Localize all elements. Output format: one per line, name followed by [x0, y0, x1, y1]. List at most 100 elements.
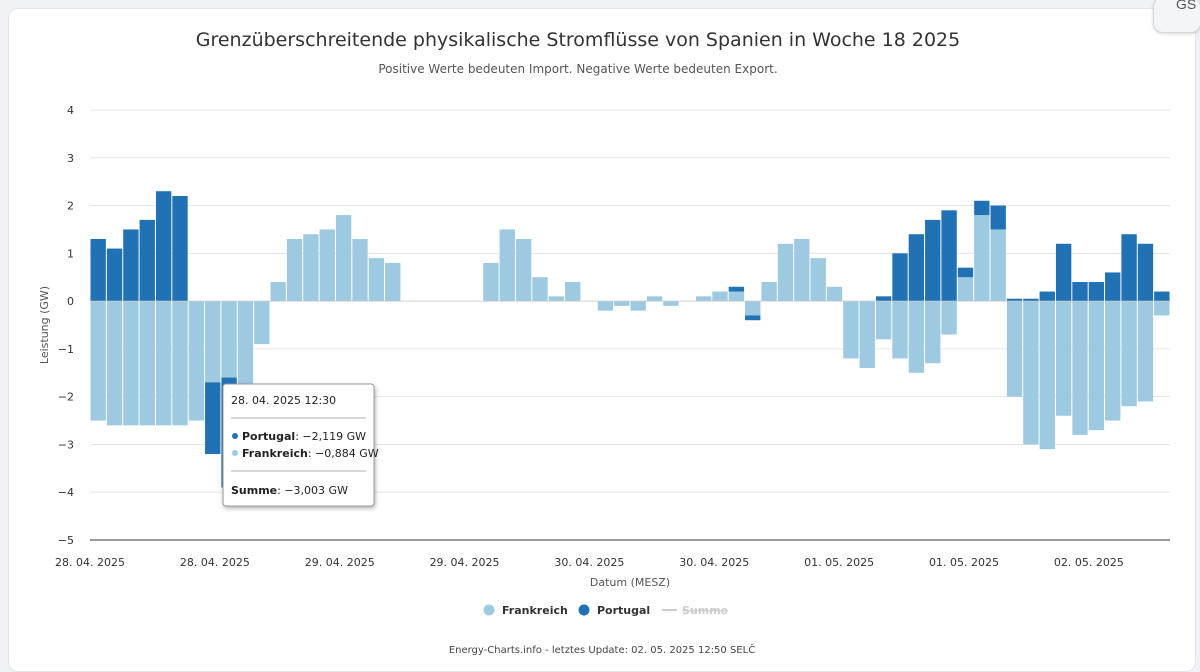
bar-frankreich[interactable]	[254, 301, 270, 345]
bar-portugal[interactable]	[745, 315, 761, 321]
bar-frankreich[interactable]	[777, 243, 794, 302]
bar-frankreich[interactable]	[1105, 301, 1121, 421]
bar-frankreich[interactable]	[90, 301, 106, 421]
bar-frankreich[interactable]	[303, 234, 319, 302]
bar-frankreich[interactable]	[106, 301, 123, 426]
bar-portugal[interactable]	[1154, 291, 1170, 302]
bar-frankreich[interactable]	[1006, 301, 1023, 397]
bar-frankreich[interactable]	[826, 286, 843, 302]
bar-frankreich[interactable]	[286, 239, 303, 302]
bar-frankreich[interactable]	[1121, 301, 1137, 407]
bar-frankreich[interactable]	[908, 301, 925, 373]
bar-frankreich[interactable]	[892, 301, 908, 359]
bar-frankreich[interactable]	[794, 239, 810, 302]
bar-frankreich[interactable]	[1137, 301, 1154, 402]
bar-frankreich[interactable]	[335, 215, 352, 302]
bar-portugal[interactable]	[1023, 298, 1039, 302]
bar-portugal[interactable]	[1105, 272, 1121, 302]
bar-frankreich[interactable]	[1088, 301, 1105, 431]
bar-portugal[interactable]	[90, 239, 106, 302]
svg-text:Portugal: −2,119 GW: Portugal: −2,119 GW	[242, 430, 366, 443]
bar-portugal[interactable]	[106, 248, 123, 302]
x-tick-label: 29. 04. 2025	[305, 556, 375, 569]
bar-frankreich[interactable]	[155, 301, 172, 426]
bar-frankreich[interactable]	[352, 239, 368, 302]
bar-frankreich[interactable]	[483, 262, 499, 302]
bar-portugal[interactable]	[1088, 282, 1105, 302]
bar-frankreich[interactable]	[810, 258, 826, 302]
bar-frankreich[interactable]	[319, 229, 335, 302]
bar-portugal[interactable]	[205, 382, 221, 454]
x-tick-label: 02. 05. 2025	[1054, 556, 1124, 569]
y-axis-ticks: 4 3 2 1 0 −1 −2 −3 −4 −5	[58, 104, 74, 547]
bar-frankreich[interactable]	[1154, 301, 1170, 316]
bar-frankreich[interactable]	[205, 301, 221, 383]
bar-frankreich[interactable]	[139, 301, 155, 426]
bar-frankreich[interactable]	[614, 301, 630, 306]
credit-text[interactable]: Energy-Charts.info - letztes Update: 02.…	[449, 643, 755, 656]
bar-frankreich[interactable]	[990, 229, 1006, 302]
bar-frankreich[interactable]	[1039, 301, 1055, 450]
bar-frankreich[interactable]	[663, 301, 679, 306]
bar-portugal[interactable]	[139, 219, 155, 302]
bar-portugal[interactable]	[1121, 234, 1137, 302]
menu-corner-button[interactable]: GS	[1153, 0, 1200, 33]
tooltip-portugal-value: : −2,119 GW	[295, 430, 366, 443]
bar-portugal[interactable]	[123, 229, 139, 302]
bar-frankreich[interactable]	[532, 277, 548, 302]
bar-frankreich[interactable]	[548, 296, 565, 302]
bar-portugal[interactable]	[908, 234, 925, 302]
bar-portugal[interactable]	[974, 200, 990, 216]
bar-portugal[interactable]	[172, 196, 188, 302]
bar-portugal[interactable]	[925, 219, 941, 302]
bar-frankreich[interactable]	[859, 301, 875, 368]
bar-frankreich[interactable]	[385, 262, 401, 302]
y-tick-label: −2	[58, 391, 74, 404]
bar-frankreich[interactable]	[1072, 301, 1088, 435]
legend-label-frankreich: Frankreich	[502, 604, 568, 617]
bar-frankreich[interactable]	[630, 301, 646, 311]
bar-frankreich[interactable]	[974, 215, 990, 302]
bar-frankreich[interactable]	[188, 301, 205, 421]
bar-frankreich[interactable]	[728, 291, 745, 302]
x-tick-label: 01. 05. 2025	[929, 556, 999, 569]
bar-frankreich[interactable]	[172, 301, 188, 426]
legend-item-portugal[interactable]: Portugal	[578, 604, 651, 617]
bar-frankreich[interactable]	[875, 301, 892, 340]
bar-portugal[interactable]	[875, 296, 892, 302]
bar-portugal[interactable]	[1137, 243, 1154, 302]
bar-frankreich[interactable]	[957, 277, 974, 302]
bar-portugal[interactable]	[1072, 282, 1088, 302]
bars-layer[interactable]	[90, 191, 1170, 488]
bar-frankreich[interactable]	[761, 282, 777, 302]
bar-frankreich[interactable]	[925, 301, 941, 364]
bar-frankreich[interactable]	[368, 258, 385, 302]
bar-frankreich[interactable]	[1055, 301, 1072, 416]
bar-portugal[interactable]	[941, 210, 957, 302]
bar-frankreich[interactable]	[712, 291, 728, 302]
bar-frankreich[interactable]	[515, 239, 532, 302]
bar-portugal[interactable]	[892, 253, 908, 302]
bar-portugal[interactable]	[957, 267, 974, 278]
bar-frankreich[interactable]	[695, 296, 712, 302]
bar-portugal[interactable]	[1039, 291, 1055, 302]
bar-frankreich[interactable]	[237, 301, 254, 392]
bar-frankreich[interactable]	[1023, 301, 1039, 445]
bar-frankreich[interactable]	[745, 301, 761, 316]
bar-frankreich[interactable]	[499, 229, 515, 302]
bar-frankreich[interactable]	[941, 301, 957, 335]
bar-frankreich[interactable]	[270, 282, 286, 302]
bar-frankreich[interactable]	[221, 301, 237, 378]
bar-portugal[interactable]	[155, 191, 172, 302]
bar-portugal[interactable]	[1006, 298, 1023, 302]
legend-item-summe[interactable]: Summe	[662, 604, 728, 617]
bar-portugal[interactable]	[728, 286, 745, 292]
bar-frankreich[interactable]	[646, 296, 663, 302]
bar-frankreich[interactable]	[565, 282, 581, 302]
bar-frankreich[interactable]	[597, 301, 614, 311]
bar-frankreich[interactable]	[843, 301, 859, 359]
bar-portugal[interactable]	[990, 205, 1006, 230]
bar-frankreich[interactable]	[123, 301, 139, 426]
legend-item-frankreich[interactable]: Frankreich	[483, 604, 568, 617]
bar-portugal[interactable]	[1055, 243, 1072, 302]
